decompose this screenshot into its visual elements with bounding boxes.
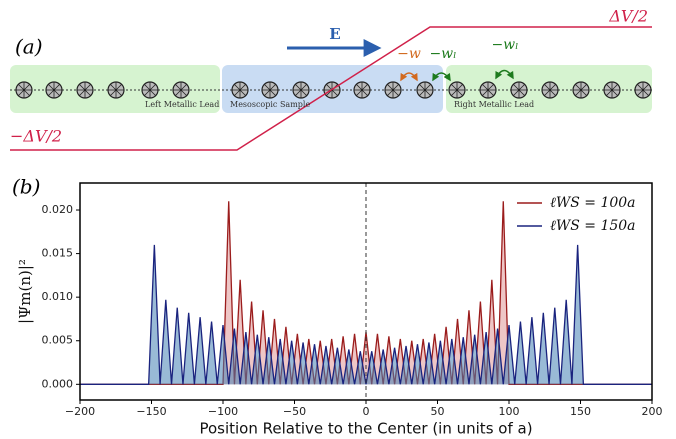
right-lead-label: Right Metallic Lead [454,100,534,109]
legend-label: ℓWS = 100a [550,195,636,211]
sample-label: Mesoscopic Sample [230,100,310,109]
x-tick-label: 200 [642,405,663,418]
atom-cross [262,82,278,98]
atom-cross [449,82,465,98]
axes-frame [79,182,653,401]
atom-cross [573,82,589,98]
top-potential: ΔV/2 [608,7,648,26]
x-tick-label: −150 [136,405,166,418]
atom-cross [232,82,248,98]
legend-label: ℓWS = 150a [550,218,636,234]
plot: −200 −150 −100 −50 0 50 100 150 200 0.000 0.005 0.0… [16,182,663,438]
panel-label: (b) [12,175,40,199]
atom-cross [16,82,32,98]
x-tick-label: 0 [363,405,370,418]
atom-cross [604,82,620,98]
atom-cross [108,82,124,98]
y-tick-label: 0.000 [42,377,74,390]
atoms [15,81,652,99]
hop-left: −wₗ [429,46,456,62]
atom-cross [46,82,62,98]
atom-cross [293,82,309,98]
atom-cross [142,82,158,98]
atom-cross [480,82,496,98]
atom-cross [354,82,370,98]
x-tick-label: −100 [208,405,238,418]
x-tick-label: 100 [499,405,520,418]
x-tick-label: −50 [283,405,306,418]
hop-arrow [400,72,418,82]
left-lead-label: Left Metallic Lead [145,100,219,109]
y-tick-label: 0.020 [42,203,74,216]
x-tick-label: −200 [65,405,95,418]
panel-label: (a) [15,35,43,59]
hop-arrow [495,69,514,80]
bottom-potential: −ΔV/2 [10,127,62,146]
atom-cross [417,82,433,98]
atom-cross [77,82,93,98]
x-tick-label: 50 [431,405,445,418]
hop-sample: −w [397,46,421,62]
atom-cross [511,82,527,98]
area [80,244,652,385]
atom-cross [385,82,401,98]
y-tick-label: 0.010 [42,290,74,303]
atom-cross [542,82,558,98]
hop-right: −wₗ [491,37,518,53]
y-tick-label: 0.015 [42,247,74,260]
x-tick-label: 150 [570,405,591,418]
atom-cross [173,82,189,98]
potential-line [10,26,652,151]
field-label: E [329,25,340,43]
x-axis-label: Position Relative to the Center (in unit… [199,420,532,438]
line [80,244,652,385]
hop-arrow [432,72,451,82]
y-axis-label: |Ψm(n)|² [16,259,34,324]
atom-cross [635,82,651,98]
y-tick-label: 0.005 [42,334,74,347]
